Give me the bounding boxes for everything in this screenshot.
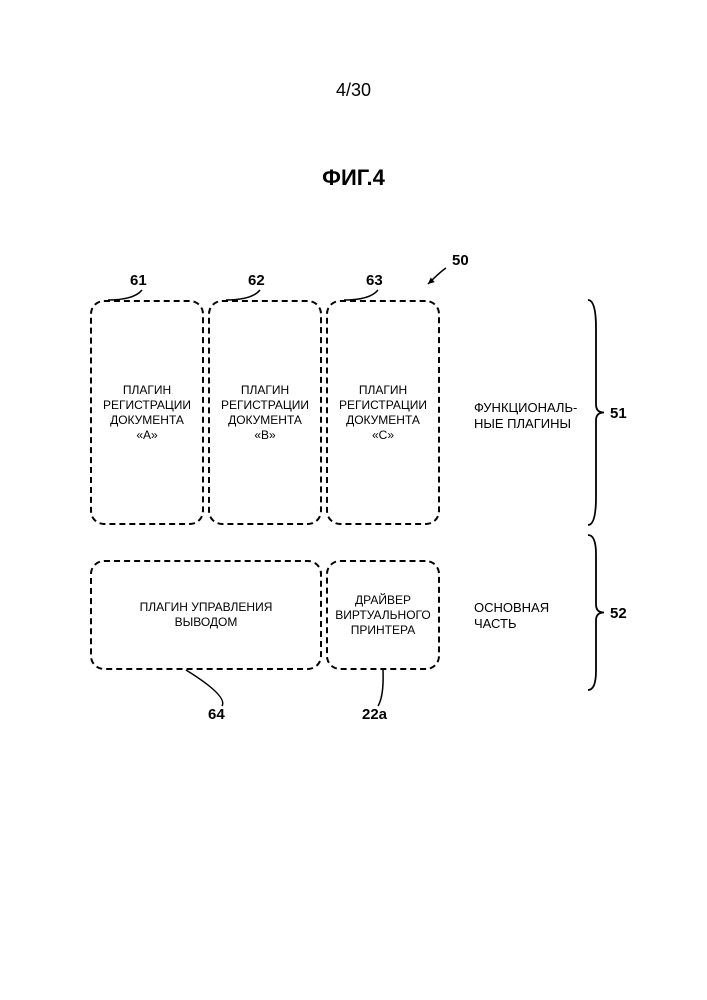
output-mgmt-label: ПЛАГИН УПРАВЛЕНИЯВЫВОДОМ — [140, 600, 273, 630]
ref-64: 64 — [208, 706, 225, 723]
ref-22a: 22a — [362, 706, 387, 723]
plugin-b-box: ПЛАГИНРЕГИСТРАЦИИДОКУМЕНТА «B» — [208, 300, 322, 525]
ref-50: 50 — [452, 252, 469, 269]
ref-62: 62 — [248, 272, 265, 289]
plugin-c-label: ПЛАГИНРЕГИСТРАЦИИДОКУМЕНТА «C» — [334, 383, 432, 443]
virtual-printer-box: ДРАЙВЕРВИРТУАЛЬНОГОПРИНТЕРА — [326, 560, 440, 670]
core-part-label: ОСНОВНАЯЧАСТЬ — [474, 600, 549, 631]
plugin-c-box: ПЛАГИНРЕГИСТРАЦИИДОКУМЕНТА «C» — [326, 300, 440, 525]
page-number: 4/30 — [336, 80, 371, 101]
ref-52: 52 — [610, 605, 627, 622]
ref-51: 51 — [610, 405, 627, 422]
plugin-a-box: ПЛАГИНРЕГИСТРАЦИИДОКУМЕНТА «A» — [90, 300, 204, 525]
plugin-a-label: ПЛАГИНРЕГИСТРАЦИИДОКУМЕНТА «A» — [98, 383, 196, 443]
functional-plugins-label: ФУНКЦИОНАЛЬ-НЫЕ ПЛАГИНЫ — [474, 400, 577, 431]
output-mgmt-box: ПЛАГИН УПРАВЛЕНИЯВЫВОДОМ — [90, 560, 322, 670]
ref-63: 63 — [366, 272, 383, 289]
figure-title: ФИГ.4 — [322, 165, 385, 191]
ref-61: 61 — [130, 272, 147, 289]
virtual-printer-label: ДРАЙВЕРВИРТУАЛЬНОГОПРИНТЕРА — [335, 593, 430, 638]
plugin-b-label: ПЛАГИНРЕГИСТРАЦИИДОКУМЕНТА «B» — [216, 383, 314, 443]
